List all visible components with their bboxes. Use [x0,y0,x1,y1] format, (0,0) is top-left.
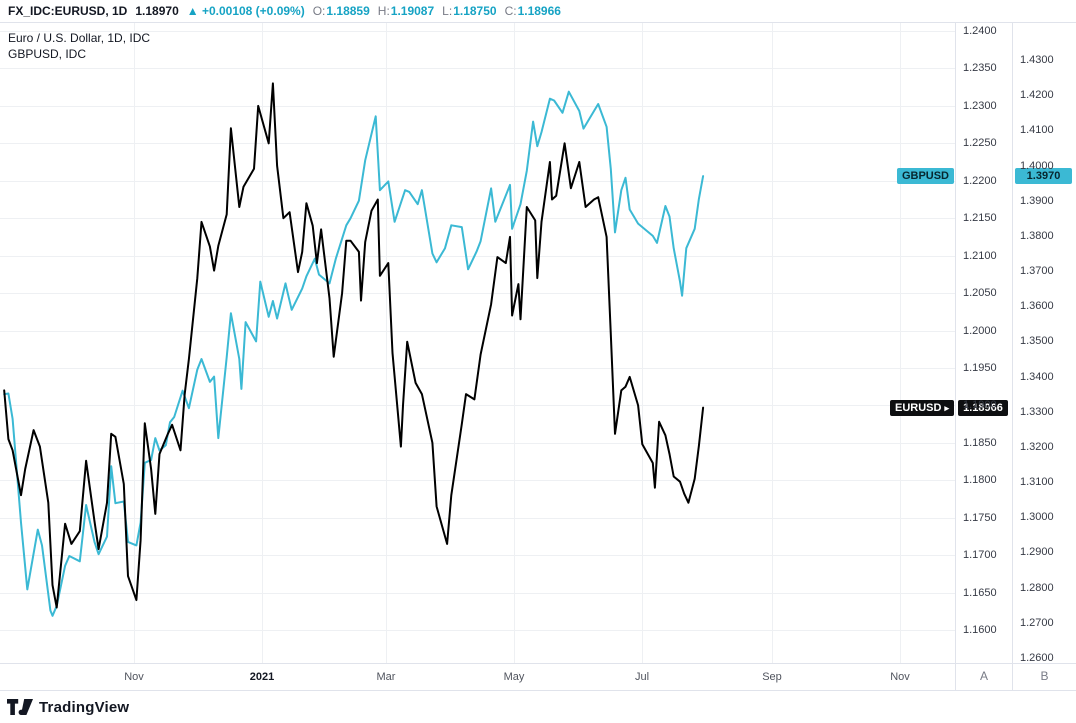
price-tick-label: 1.3900 [1020,195,1054,207]
price-tick-label: 1.2100 [963,250,997,262]
price-tick-label: 1.2250 [963,137,997,149]
price-tick-label: 1.2050 [963,287,997,299]
price-tick-label: 1.3300 [1020,406,1054,418]
ohlc-label: C: [504,4,517,18]
price-tick-label: 1.3600 [1020,300,1054,312]
symbol-status-line: FX_IDC:EURUSD, 1D 1.18970 ▲ +0.00108 (+0… [0,0,1076,22]
time-tick-label: Mar [376,671,396,683]
scale-a-button[interactable]: A [979,669,988,683]
price-change: ▲ +0.00108 (+0.09%) [186,4,305,18]
main-series-legend[interactable]: Euro / U.S. Dollar, 1D, IDC [8,31,151,45]
price-tick-label: 1.1600 [963,624,997,636]
chart-plot-area[interactable]: Euro / U.S. Dollar, 1D, IDC GBPUSD, IDC … [0,22,955,663]
price-tick-label: 1.2200 [963,175,997,187]
price-tick-label: 1.4300 [1020,54,1054,66]
price-tick-label: 1.2700 [1020,617,1054,629]
price-tick-label: 1.3100 [1020,476,1054,488]
price-tick-label: 1.1700 [963,549,997,561]
price-tick-label: 1.3000 [1020,511,1054,523]
price-tick-label: 1.2600 [1020,652,1054,664]
time-tick-label: 2021 [249,671,275,683]
time-tick-label: Jul [634,671,650,683]
price-tick-label: 1.4200 [1020,89,1054,101]
time-tick-label: Sep [762,671,782,683]
ohlc-value: 1.18859 [326,4,370,18]
price-scale-eurusd[interactable]: 1.18966 1.2400 1.2350 1.2300 1.2250 1.2200 1.… [956,22,1012,663]
ohlc-item: L: 1.18750 [442,4,496,18]
divider [0,690,1076,691]
ohlc-label: O: [312,4,326,18]
price-tick-label: 1.2800 [1020,582,1054,594]
price-tick-label: 1.1650 [963,587,997,599]
price-arrow-icon: ▸ [944,402,949,413]
price-tick-label: 1.3700 [1020,265,1054,277]
divider [1012,22,1013,690]
price-tick-label: 1.3500 [1020,335,1054,347]
last-price: 1.18970 [135,4,179,18]
divider [0,663,1076,664]
ohlc-label: H: [377,4,390,18]
compare-series-legend[interactable]: GBPUSD, IDC [8,47,87,61]
gbpusd-label-text: GBPUSD [901,169,949,182]
price-scale-gbpusd[interactable]: 1.3970 1.4300 1.4200 1.4100 1.4000 1.3900 1.3… [1013,22,1076,664]
scale-b-button[interactable]: B [1040,669,1049,683]
price-tick-label: 1.1900 [963,399,997,411]
time-axis-row: Nov 2021 Mar May Jul Sep Nov A B [0,663,1076,690]
ohlc-label: L: [442,4,453,18]
price-tick-label: 1.1950 [963,362,997,374]
divider [0,22,1076,23]
ohlc-item: O: 1.18859 [313,4,370,18]
bottom-toolbar: TradingView [0,691,1076,723]
price-tick-label: 1.2350 [963,62,997,74]
gbpusd-price-label: GBPUSD [896,168,954,184]
symbol-title[interactable]: FX_IDC:EURUSD, 1D [8,4,128,18]
ohlc-item: C: 1.18966 [505,4,561,18]
price-tick-label: 1.3200 [1020,441,1054,453]
price-tick-label: 1.2000 [963,325,997,337]
price-tick-label: 1.1800 [963,474,997,486]
price-tick-label: 1.3400 [1020,371,1054,383]
price-tick-label: 1.2900 [1020,546,1054,558]
ohlc-value: 1.18966 [517,4,561,18]
eurusd-label-text: EURUSD [895,401,942,414]
price-tick-label: 1.2150 [963,212,997,224]
ohlc-values: O: 1.18859 H: 1.19087 L: 1.18750 C: 1.18966 [313,4,561,18]
gbpusd-axis-price-badge: 1.3970 [1015,168,1072,184]
time-scale[interactable]: Nov 2021 Mar May Jul Sep Nov [0,663,955,690]
ohlc-item: H: 1.19087 [378,4,434,18]
tradingview-logo-icon [7,699,33,715]
eurusd-price-label: EURUSD ▸ [890,400,954,416]
eurusd-line-series[interactable] [3,82,705,609]
price-tick-label: 1.2300 [963,100,997,112]
ohlc-value: 1.19087 [390,4,435,18]
tradingview-logo[interactable]: TradingView [7,699,129,716]
ohlc-value: 1.18750 [453,4,497,18]
divider [955,22,956,690]
chart-canvas[interactable] [0,22,955,663]
price-tick-label: 1.4000 [1020,160,1054,172]
price-tick-label: 1.2400 [963,25,997,37]
chart-legend: Euro / U.S. Dollar, 1D, IDC GBPUSD, IDC [8,30,150,62]
time-tick-label: Nov [124,671,144,683]
price-tick-label: 1.4100 [1020,124,1054,136]
price-tick-label: 1.3800 [1020,230,1054,242]
gbpusd-line-series[interactable] [3,90,705,617]
tradingview-wordmark: TradingView [39,698,130,716]
time-tick-label: Nov [890,671,910,683]
price-tick-label: 1.1750 [963,512,997,524]
time-tick-label: May [503,671,525,683]
eurusd-axis-price-badge: 1.18966 [958,400,1008,416]
price-tick-label: 1.1850 [963,437,997,449]
